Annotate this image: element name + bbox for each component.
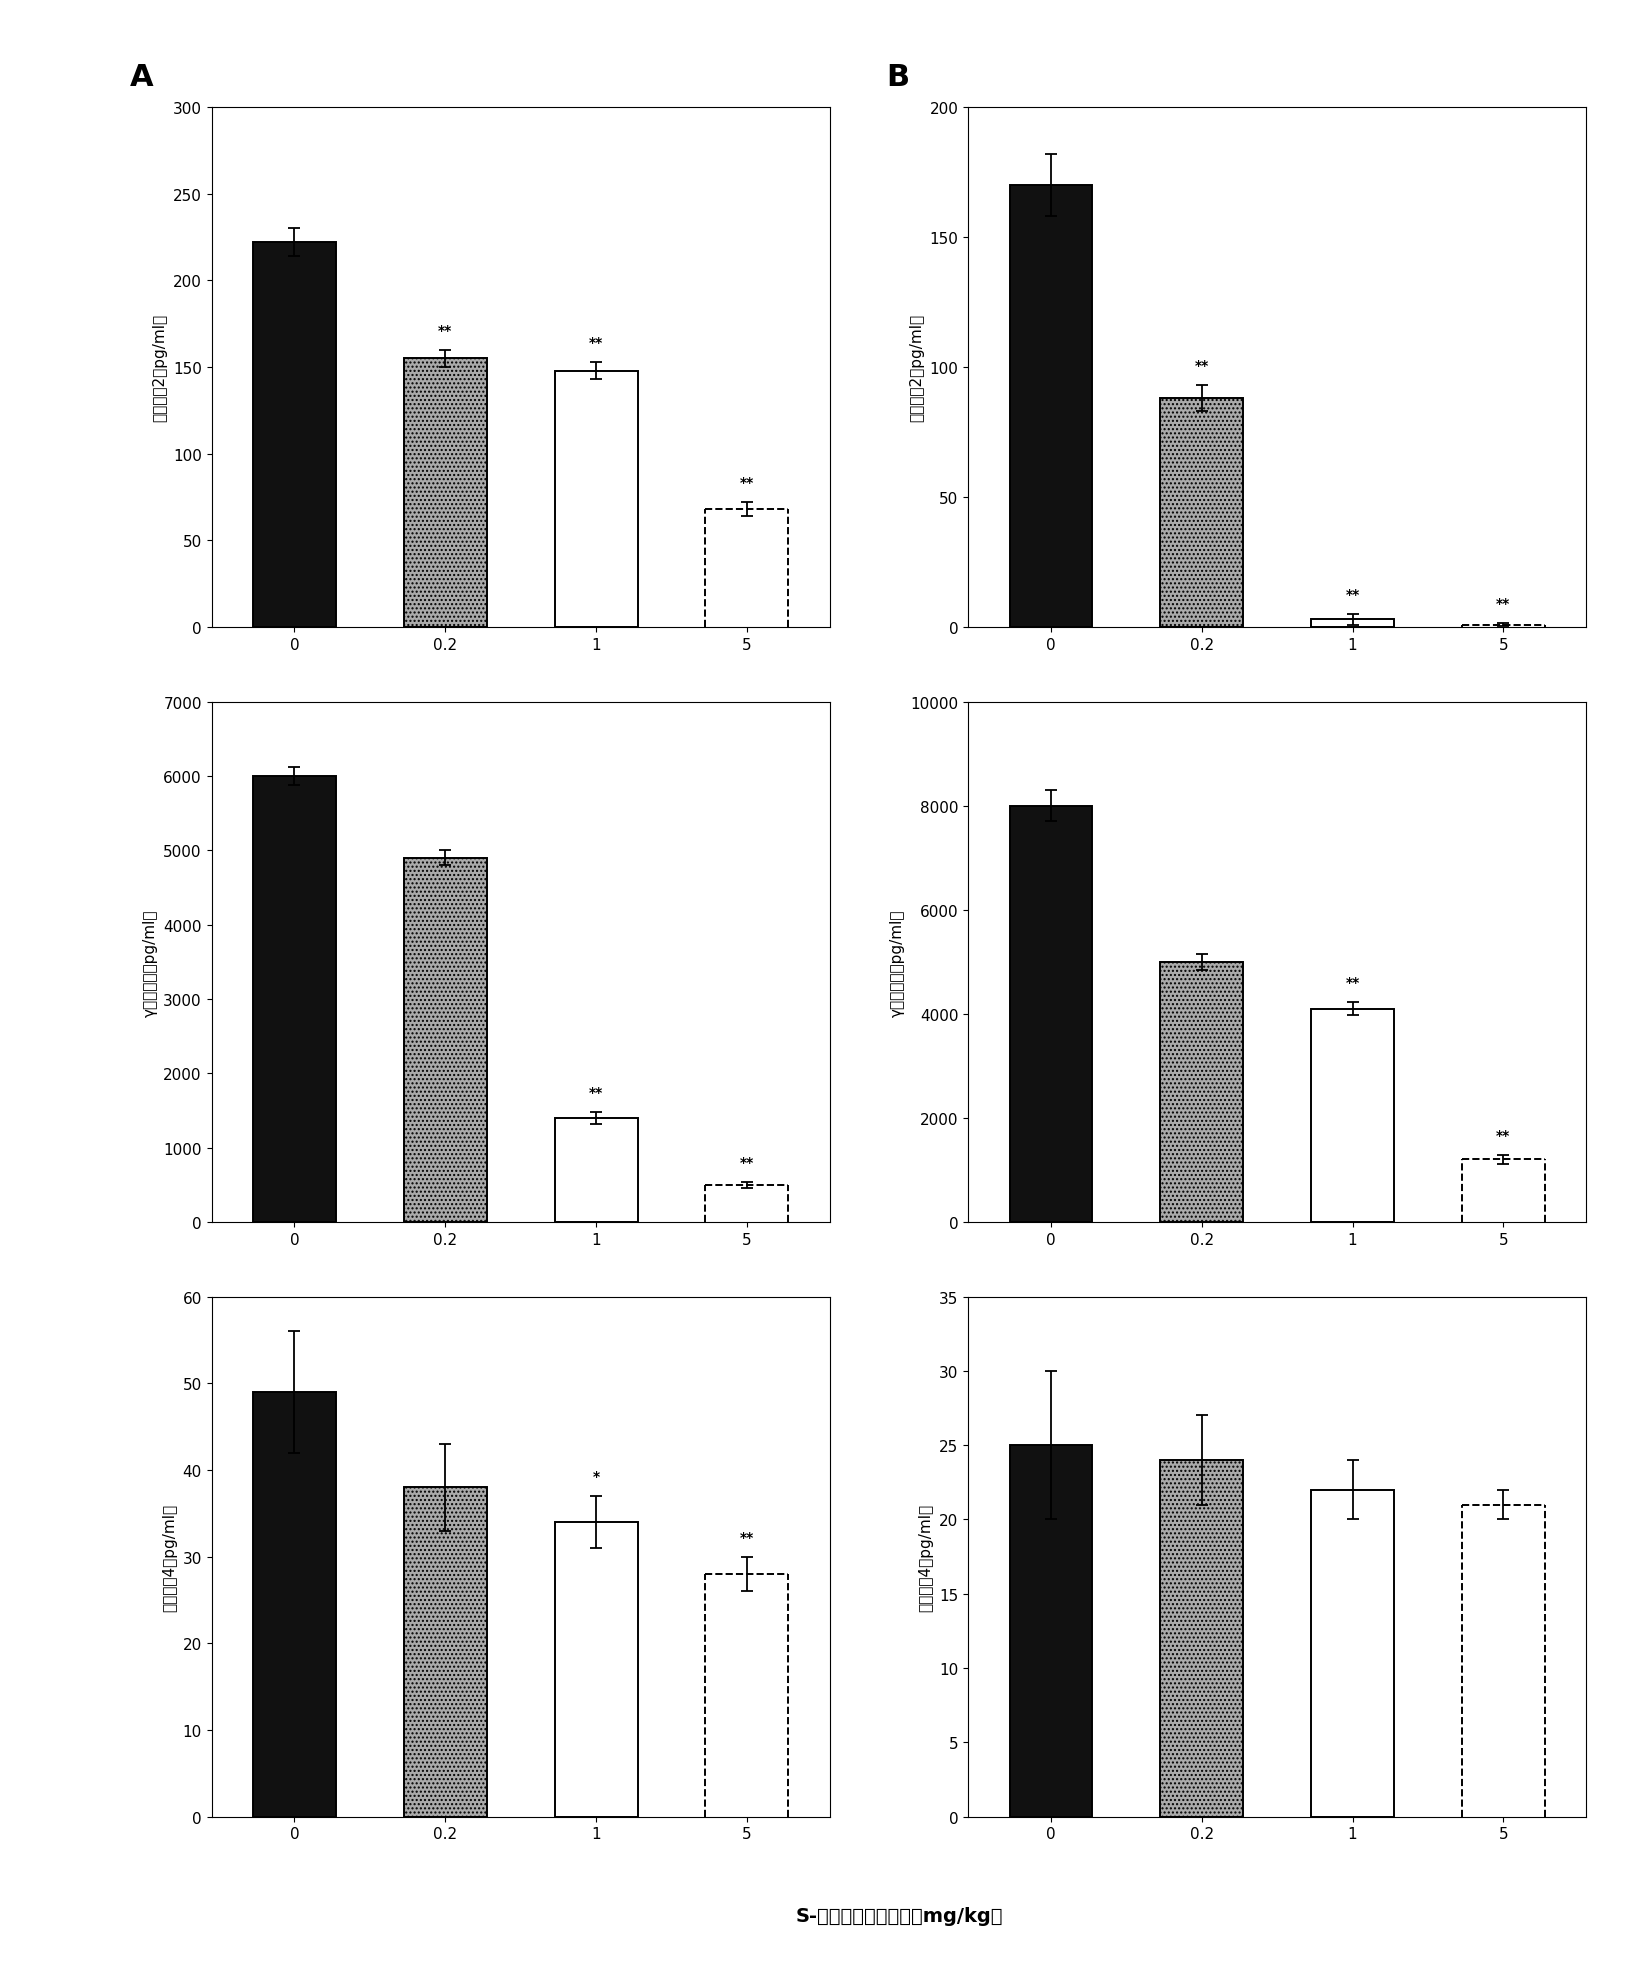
Y-axis label: 白介素－4（pg/ml）: 白介素－4（pg/ml）	[161, 1502, 177, 1610]
Y-axis label: 白介素－2（pg/ml）: 白介素－2（pg/ml）	[153, 314, 168, 422]
Bar	[252, 1392, 335, 1817]
Text: **: **	[740, 475, 753, 491]
Bar	[1009, 807, 1092, 1222]
Bar	[1160, 399, 1243, 628]
Text: **: **	[438, 324, 452, 338]
Bar	[403, 858, 486, 1222]
Bar	[1463, 1504, 1546, 1817]
Bar	[252, 776, 335, 1222]
Bar	[555, 1522, 638, 1817]
Text: **: **	[1497, 597, 1510, 611]
Bar	[706, 511, 789, 628]
Bar	[1311, 621, 1394, 628]
Bar	[403, 1487, 486, 1817]
Text: **: **	[740, 1155, 753, 1169]
Y-axis label: γ－干扰素（pg/ml）: γ－干扰素（pg/ml）	[143, 909, 158, 1015]
Text: **: **	[589, 336, 604, 350]
Bar	[706, 1573, 789, 1817]
Text: **: **	[1194, 359, 1209, 373]
Text: S-腺苷同型半胱氨酸（mg/kg）: S-腺苷同型半胱氨酸（mg/kg）	[796, 1905, 1002, 1925]
Text: **: **	[589, 1086, 604, 1100]
Text: *: *	[592, 1469, 600, 1483]
Bar	[555, 1118, 638, 1222]
Bar	[252, 244, 335, 628]
Bar	[555, 371, 638, 628]
Text: **: **	[740, 1530, 753, 1544]
Y-axis label: 白介素－4（pg/ml）: 白介素－4（pg/ml）	[918, 1502, 934, 1610]
Bar	[1160, 1461, 1243, 1817]
Text: B: B	[887, 63, 909, 92]
Bar	[1311, 1009, 1394, 1222]
Bar	[706, 1184, 789, 1222]
Bar	[403, 359, 486, 628]
Text: A: A	[130, 63, 155, 92]
Y-axis label: γ－干扰素（pg/ml）: γ－干扰素（pg/ml）	[890, 909, 905, 1015]
Text: **: **	[1346, 587, 1360, 601]
Bar	[1463, 625, 1546, 628]
Bar	[1311, 1491, 1394, 1817]
Bar	[1463, 1161, 1546, 1222]
Text: **: **	[1497, 1129, 1510, 1143]
Y-axis label: 白介素－2（pg/ml）: 白介素－2（pg/ml）	[909, 314, 924, 422]
Bar	[1160, 962, 1243, 1222]
Text: **: **	[1346, 976, 1360, 990]
Bar	[1009, 1446, 1092, 1817]
Bar	[1009, 187, 1092, 628]
